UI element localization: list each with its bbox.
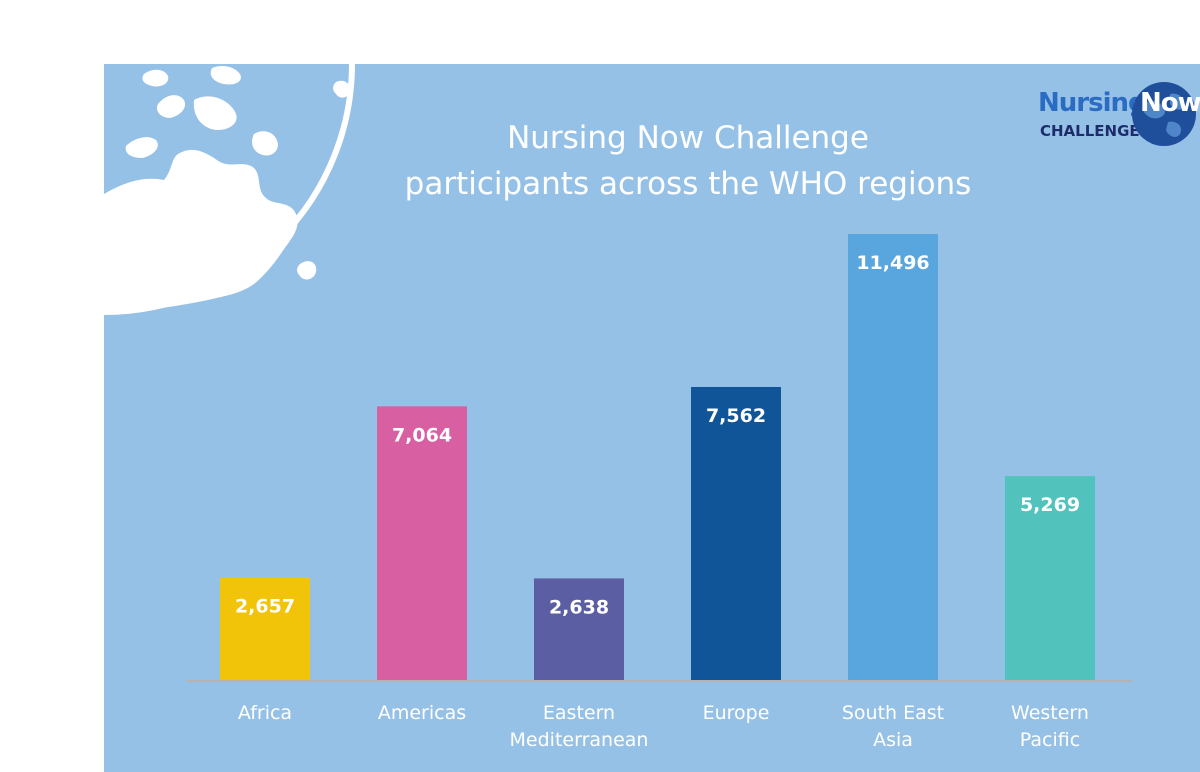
value-label-europe: 7,562 bbox=[706, 405, 766, 427]
logo-word-now: Now bbox=[1140, 88, 1200, 118]
value-label-eastern-mediterranean: 2,638 bbox=[549, 596, 609, 618]
value-label-americas: 7,064 bbox=[392, 424, 452, 446]
bar-western-pacific bbox=[1005, 476, 1095, 681]
category-label-south-east-asia: South East bbox=[842, 702, 944, 724]
bar-south-east-asia bbox=[848, 234, 938, 681]
logo-globe-icon bbox=[1132, 82, 1196, 146]
globe-illustration bbox=[104, 64, 355, 315]
chart-title-line-1: Nursing Now Challenge bbox=[507, 120, 869, 156]
logo-word-nursing: Nursing bbox=[1038, 88, 1147, 118]
value-label-western-pacific: 5,269 bbox=[1020, 494, 1080, 516]
bars-group: 2,657 7,064 2,638 7,562 11,496 5,269 bbox=[220, 234, 1095, 681]
category-label-western-pacific-line-2: Pacific bbox=[1020, 729, 1080, 751]
category-label-americas: Americas bbox=[378, 702, 466, 724]
chart-panel: Nursing Now CHALLENGE Nursing Now Challe… bbox=[104, 64, 1200, 772]
category-label-western-pacific: Western bbox=[1011, 702, 1089, 724]
category-label-south-east-asia-line-2: Asia bbox=[873, 729, 913, 751]
chart-title-line-2: participants across the WHO regions bbox=[405, 166, 972, 202]
bar-chart: Nursing Now Challenge participants acros… bbox=[186, 120, 1132, 751]
logo-word-challenge: CHALLENGE bbox=[1040, 122, 1140, 140]
bar-africa bbox=[220, 577, 310, 681]
category-label-eastern-mediterranean-line-2: Mediterranean bbox=[510, 729, 649, 751]
bar-americas bbox=[377, 406, 467, 681]
bar-eastern-mediterranean bbox=[534, 578, 624, 681]
category-label-eastern-mediterranean: Eastern bbox=[543, 702, 615, 724]
value-label-africa: 2,657 bbox=[235, 596, 295, 618]
category-label-africa: Africa bbox=[238, 702, 292, 724]
globe-land bbox=[104, 66, 351, 312]
bar-europe bbox=[691, 386, 781, 681]
category-labels-group: Africa Americas Eastern Mediterranean Europe… bbox=[238, 702, 1089, 751]
category-label-europe: Europe bbox=[703, 702, 770, 724]
value-label-south-east-asia: 11,496 bbox=[856, 252, 929, 274]
nursing-now-logo: Nursing Now CHALLENGE bbox=[1032, 80, 1200, 150]
